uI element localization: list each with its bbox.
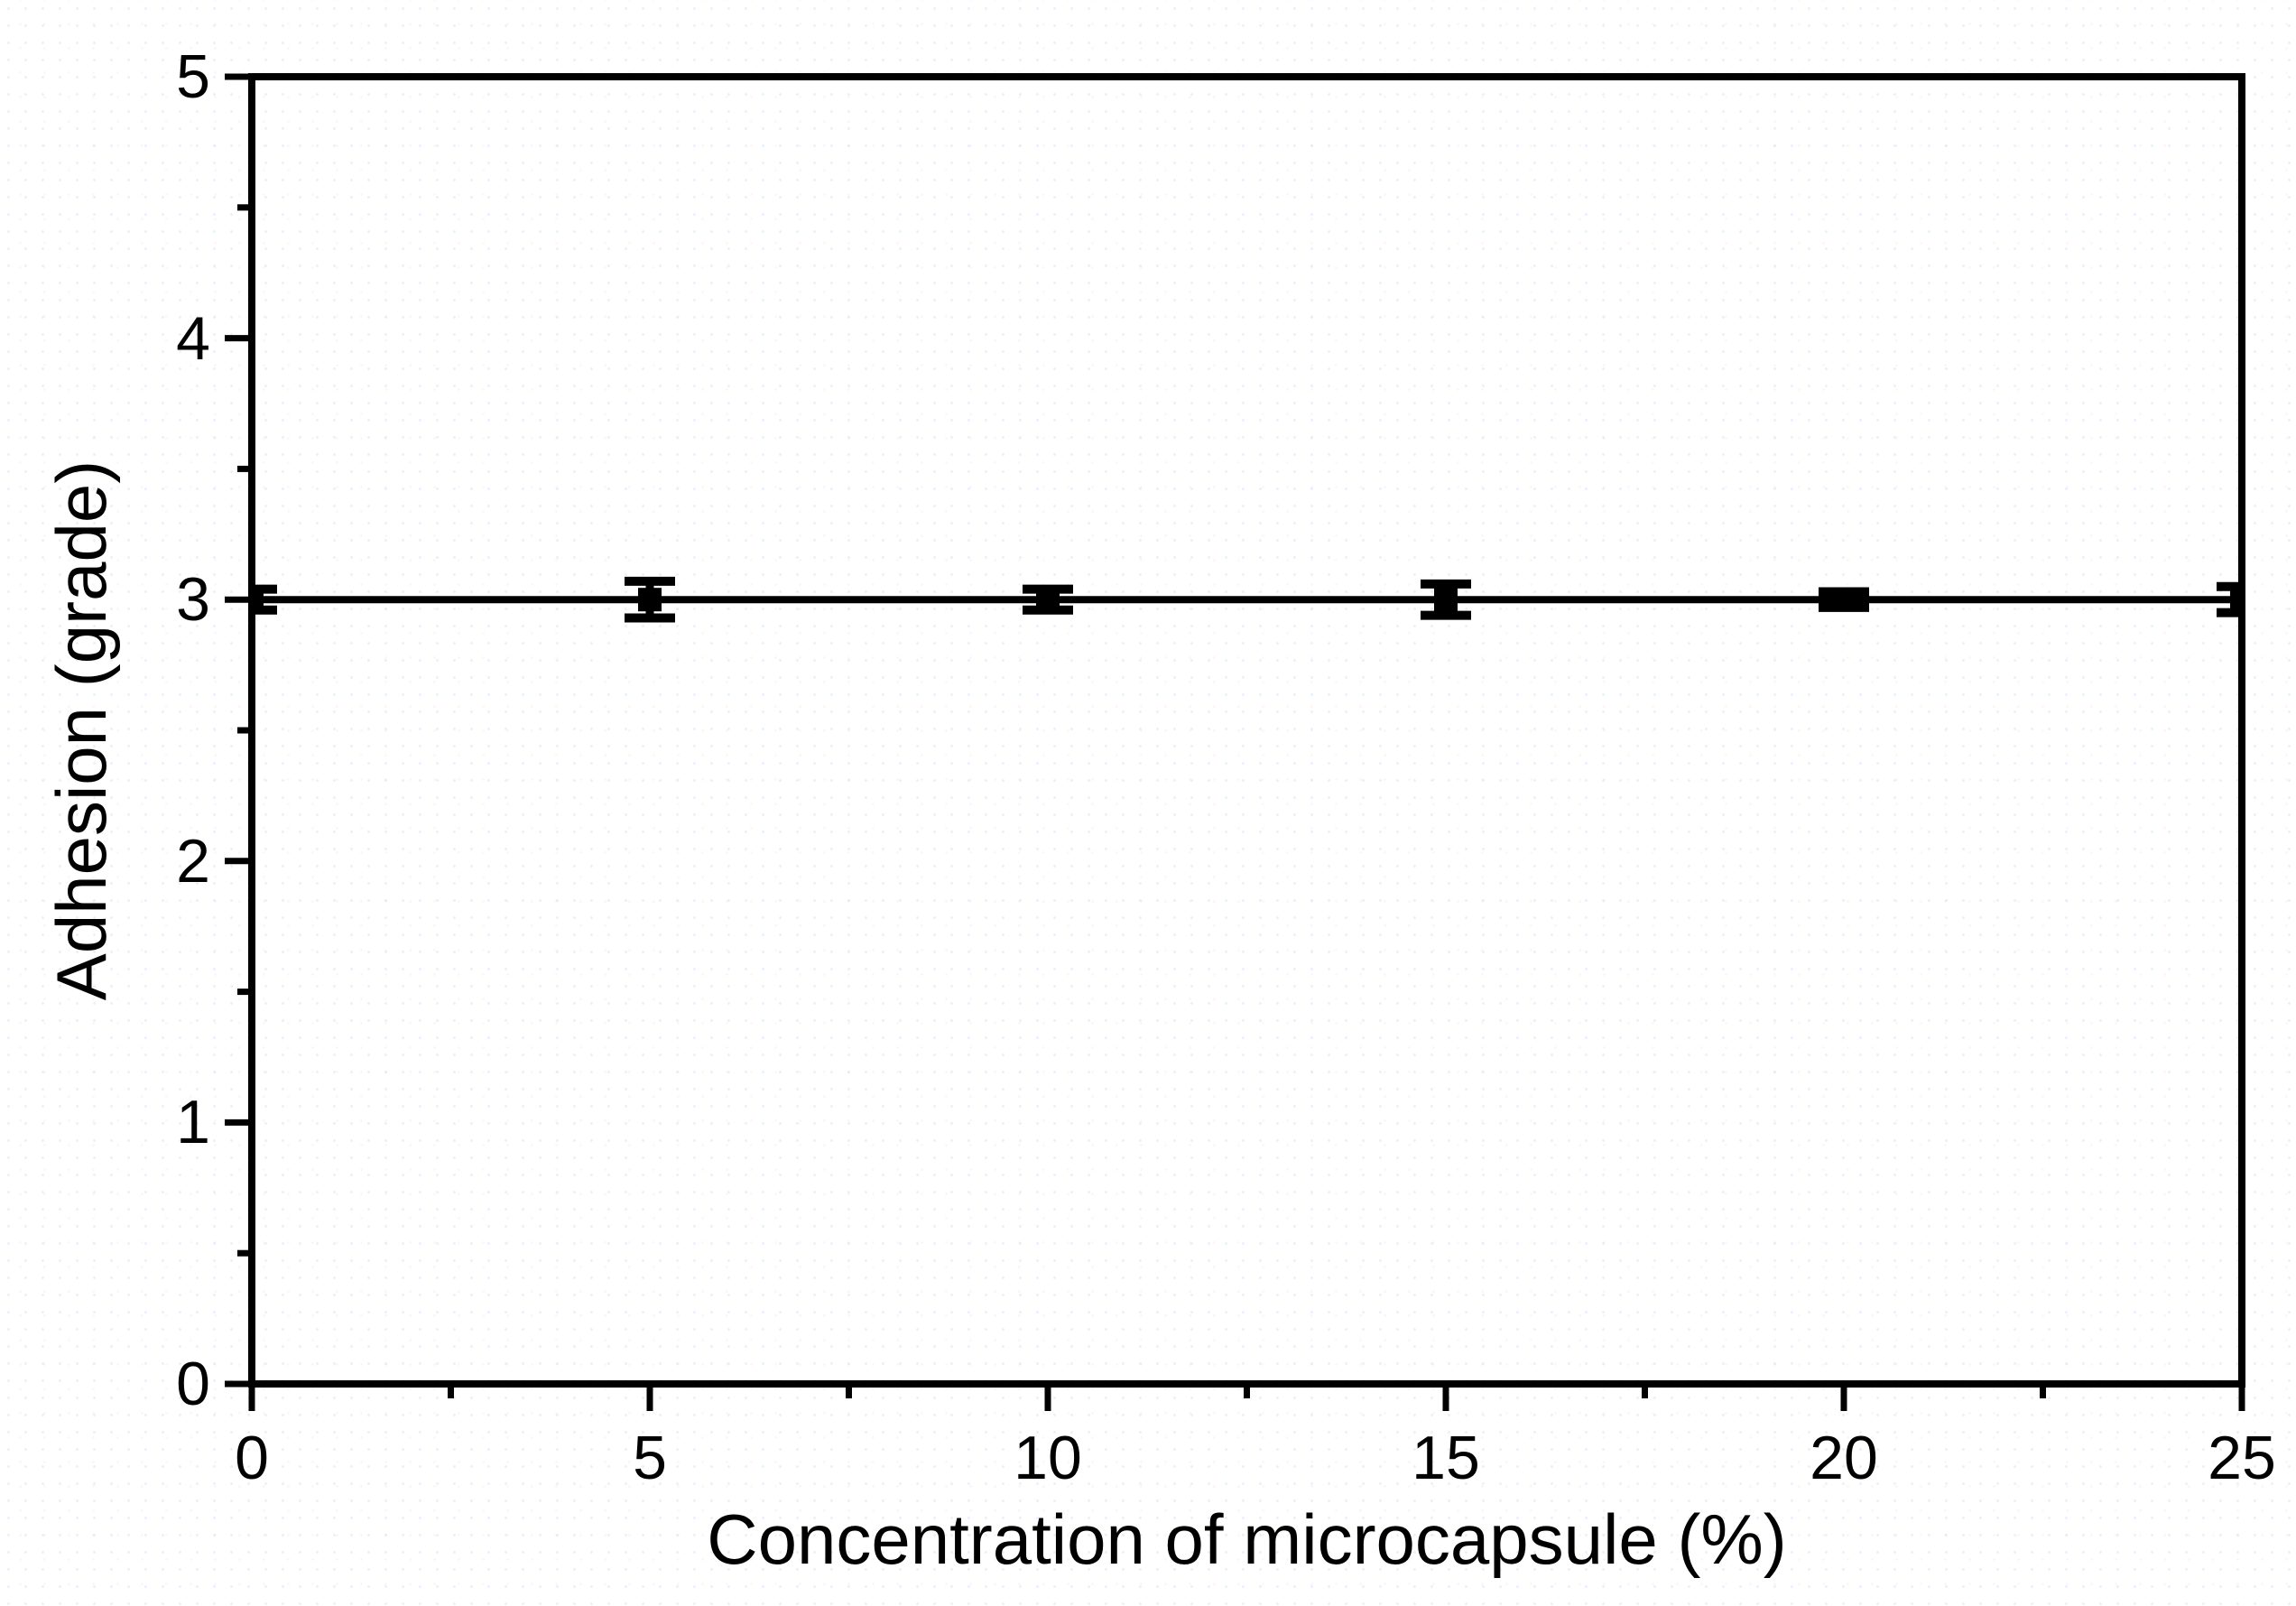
y-tick-label-0: 0 (176, 1350, 210, 1418)
data-point-marker (1434, 588, 1458, 612)
plot-area (225, 73, 2245, 1411)
x-tick-label-10: 10 (1014, 1424, 1082, 1492)
y-tick-label-5: 5 (176, 42, 210, 111)
x-tick-label-15: 15 (1412, 1424, 1480, 1492)
y-tick-label-1: 1 (176, 1088, 210, 1157)
y-tick-label-3: 3 (176, 565, 210, 635)
data-point-marker (638, 588, 662, 612)
x-tick-label-5: 5 (633, 1424, 667, 1492)
y-tick-label-4: 4 (176, 303, 210, 373)
x-tick-label-20: 20 (1810, 1424, 1878, 1492)
y-tick-label-2: 2 (176, 826, 210, 896)
plot-frame (248, 73, 2245, 1388)
x-tick-label-0: 0 (235, 1424, 269, 1492)
data-point-marker (1832, 588, 1856, 612)
data-point-marker (1036, 588, 1060, 612)
x-tick-label-25: 25 (2208, 1424, 2276, 1492)
y-axis-title: Adhesion (grade) (42, 460, 121, 1001)
x-axis-title: Concentration of microcapsule (%) (707, 1499, 1787, 1579)
data-series (248, 576, 2245, 623)
